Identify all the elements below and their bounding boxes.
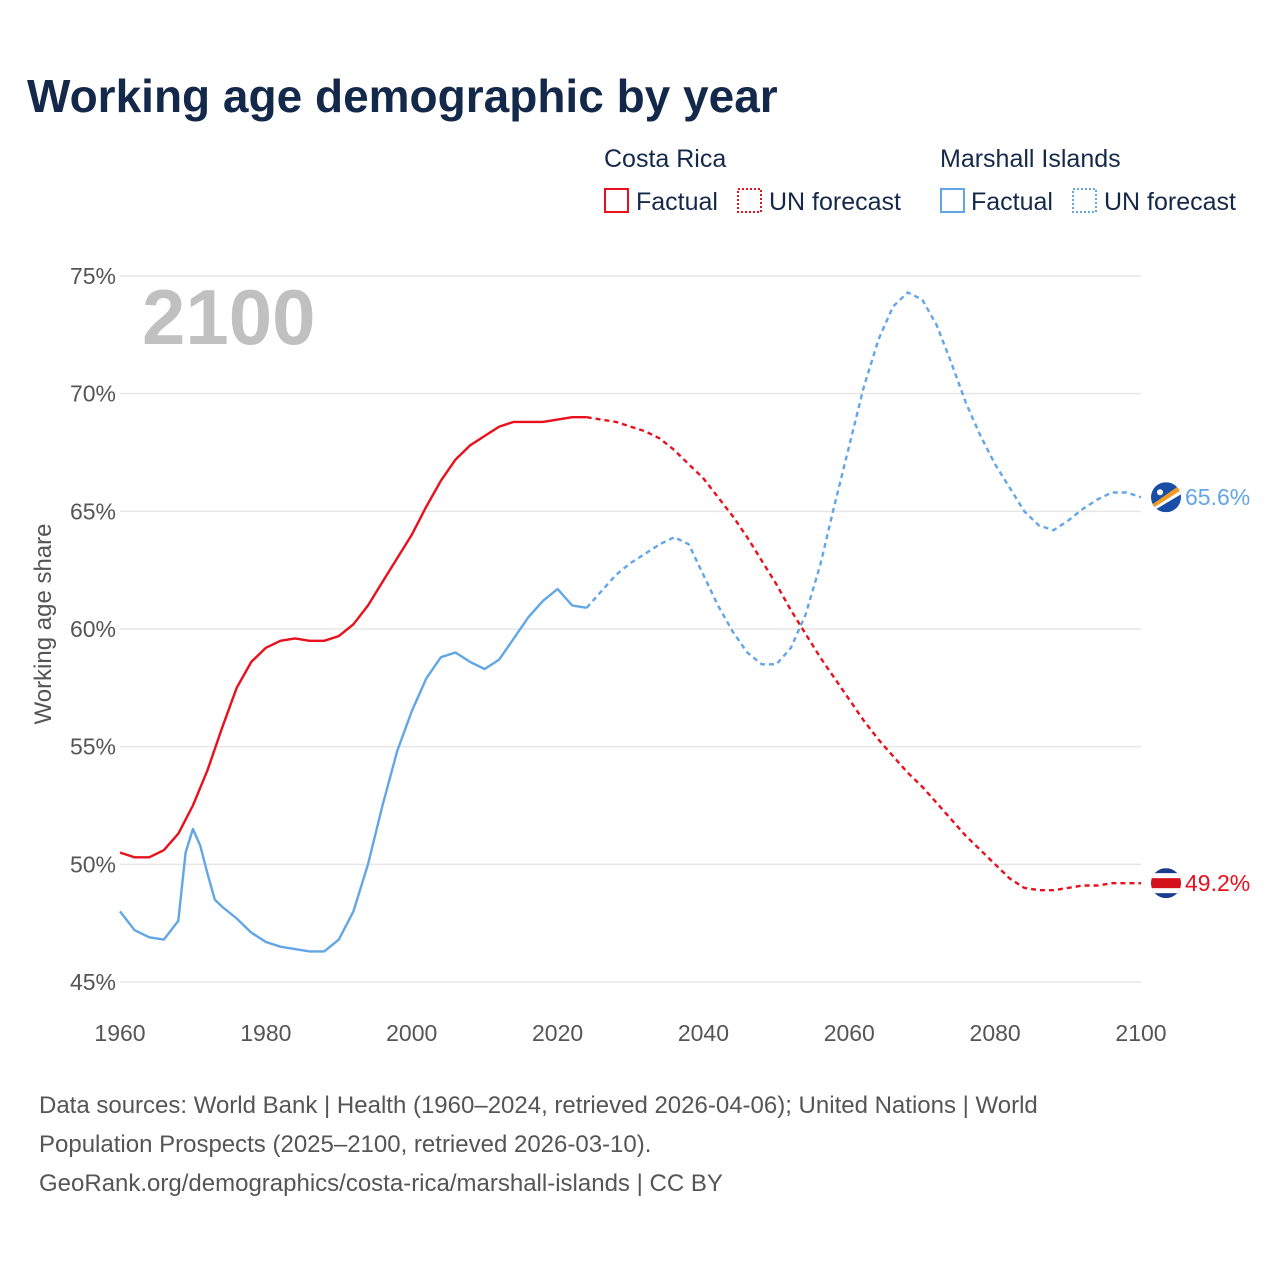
y-tick-label: 60% (70, 616, 116, 642)
footer-source-line-2: Population Prospects (2025–2100, retriev… (39, 1131, 651, 1158)
costa-rica-forecast-line (586, 416, 1141, 892)
costa-rica-end-value: 49.2% (1185, 870, 1250, 896)
y-axis-label: Working age share (30, 524, 57, 725)
marshall-islands-end-value: 65.6% (1185, 484, 1250, 510)
y-tick-label: 55% (70, 734, 116, 760)
x-tick-label: 2000 (386, 1020, 437, 1046)
footer-attribution: GeoRank.org/demographics/costa-rica/mars… (39, 1170, 723, 1197)
x-tick-label: 2060 (824, 1020, 875, 1046)
x-axis-ticks: 1960 1980 2000 2020 2040 2060 2080 2100 (94, 1020, 1166, 1046)
y-tick-label: 75% (70, 263, 116, 289)
year-watermark: 2100 (142, 273, 316, 361)
grid-lines (120, 275, 1141, 983)
legend-label-marshall-islands-forecast: UN forecast (1104, 188, 1236, 216)
legend-swatch-marshall-islands-forecast (1072, 188, 1097, 213)
marshall-islands-forecast-line (585, 291, 1142, 666)
costa-rica-flag-icon (1151, 868, 1181, 899)
y-tick-label: 50% (70, 851, 116, 877)
x-tick-label: 1980 (240, 1020, 291, 1046)
footer-source-line-1: Data sources: World Bank | Health (1960–… (39, 1092, 1038, 1119)
x-tick-label: 2100 (1115, 1020, 1166, 1046)
x-tick-label: 1960 (94, 1020, 145, 1046)
legend-swatch-costa-rica-factual (604, 188, 629, 213)
legend-label-marshall-islands-factual: Factual (971, 188, 1053, 216)
legend: Costa Rica Factual UN forecast Marshall … (604, 145, 1236, 216)
series-lines (119, 291, 1142, 953)
legend-group-costa-rica: Costa Rica (604, 145, 726, 173)
y-tick-label: 70% (70, 381, 116, 407)
legend-swatch-costa-rica-forecast (737, 188, 762, 213)
y-axis-ticks: 45% 50% 55% 60% 65% 70% 75% (70, 263, 116, 995)
legend-swatch-marshall-islands-factual (940, 188, 965, 213)
legend-label-costa-rica-forecast: UN forecast (769, 188, 901, 216)
y-tick-label: 65% (70, 498, 116, 524)
marshall-islands-flag-icon (1151, 482, 1181, 513)
y-tick-label: 45% (70, 969, 116, 995)
x-tick-label: 2020 (532, 1020, 583, 1046)
marshall-islands-factual-line (119, 587, 587, 953)
costa-rica-factual-line (119, 416, 587, 859)
x-tick-label: 2040 (678, 1020, 729, 1046)
series-endpoints: 49.2% 65.6% (1151, 482, 1250, 899)
chart-title: Working age demographic by year (27, 70, 778, 122)
legend-label-costa-rica-factual: Factual (636, 188, 718, 216)
legend-group-marshall-islands: Marshall Islands (940, 145, 1121, 173)
x-tick-label: 2080 (970, 1020, 1021, 1046)
